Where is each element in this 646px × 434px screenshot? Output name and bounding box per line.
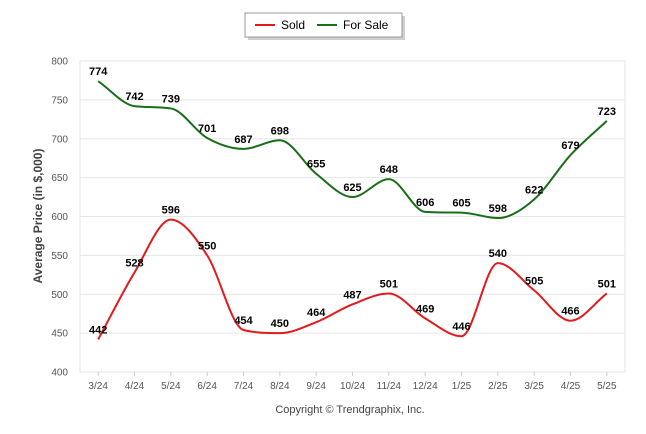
x-tick-label: 5/25: [597, 381, 617, 392]
legend-label-sold: Sold: [281, 18, 305, 32]
legend: Sold For Sale: [245, 13, 405, 40]
y-tick-label: 450: [51, 329, 68, 340]
data-label-sold: 454: [234, 315, 253, 327]
data-label-sold: 487: [343, 289, 361, 301]
x-tick-label: 8/24: [270, 381, 290, 392]
data-label-sold: 464: [307, 307, 326, 319]
y-tick-label: 750: [51, 95, 68, 106]
data-label-for-sale: 739: [162, 93, 180, 105]
data-label-for-sale: 698: [271, 125, 289, 137]
data-label-for-sale: 648: [380, 164, 398, 176]
data-label-sold: 501: [380, 278, 398, 290]
x-tick-label: 4/24: [125, 381, 145, 392]
data-label-sold: 501: [598, 278, 616, 290]
x-tick-label: 6/24: [197, 381, 217, 392]
x-tick-label: 11/24: [377, 381, 402, 392]
data-label-sold: 540: [489, 248, 507, 260]
data-label-for-sale: 605: [452, 198, 470, 210]
x-tick-label: 4/25: [561, 381, 581, 392]
data-label-sold: 596: [162, 205, 180, 217]
data-label-for-sale: 622: [525, 184, 543, 196]
y-tick-label: 800: [51, 57, 68, 68]
data-label-for-sale: 723: [598, 106, 616, 118]
data-label-for-sale: 625: [343, 182, 361, 194]
x-axis-ticks: 3/24 4/24 5/24 6/24 7/24 8/24 9/24 10/24 11/24 12…: [88, 372, 617, 392]
legend-label-for-sale: For Sale: [343, 18, 389, 32]
x-tick-label: 1/25: [452, 381, 472, 392]
data-label-for-sale: 655: [307, 159, 325, 171]
y-tick-label: 550: [51, 251, 68, 262]
data-label-sold: 528: [125, 257, 143, 269]
x-tick-label: 12/24: [413, 381, 438, 392]
y-tick-label: 600: [51, 212, 68, 223]
data-label-for-sale: 679: [561, 140, 579, 152]
data-label-for-sale: 687: [234, 134, 252, 146]
data-label-sold: 450: [271, 318, 289, 330]
y-tick-label: 700: [51, 134, 68, 145]
data-label-sold: 469: [416, 303, 434, 315]
data-label-for-sale: 598: [489, 203, 507, 215]
data-label-for-sale: 742: [125, 91, 143, 103]
y-axis-ticks: 400 450 500 550 600 650 700 750 800: [51, 57, 68, 379]
data-label-sold: 442: [89, 324, 107, 336]
y-tick-label: 500: [51, 290, 68, 301]
data-label-sold: 505: [525, 275, 543, 287]
x-tick-label: 3/24: [88, 381, 108, 392]
data-label-sold: 466: [561, 306, 579, 318]
x-tick-label: 10/24: [340, 381, 365, 392]
x-tick-label: 7/24: [234, 381, 254, 392]
copyright-text: Copyright © Trendgraphix, Inc.: [275, 404, 424, 416]
x-tick-label: 9/24: [306, 381, 326, 392]
y-axis-title: Average Price (in $,000): [31, 149, 45, 284]
x-tick-label: 3/25: [524, 381, 544, 392]
data-labels: 442 528 596 550 454 450 464 487 501 469 446 540 505 4…: [89, 66, 616, 336]
y-tick-label: 400: [51, 368, 68, 379]
data-label-sold: 550: [198, 240, 216, 252]
y-tick-label: 650: [51, 173, 68, 184]
x-tick-label: 5/24: [161, 381, 181, 392]
data-label-for-sale: 774: [89, 66, 108, 78]
x-tick-label: 2/25: [488, 381, 508, 392]
data-label-for-sale: 701: [198, 123, 216, 135]
data-label-sold: 446: [452, 321, 470, 333]
data-label-for-sale: 606: [416, 197, 434, 209]
